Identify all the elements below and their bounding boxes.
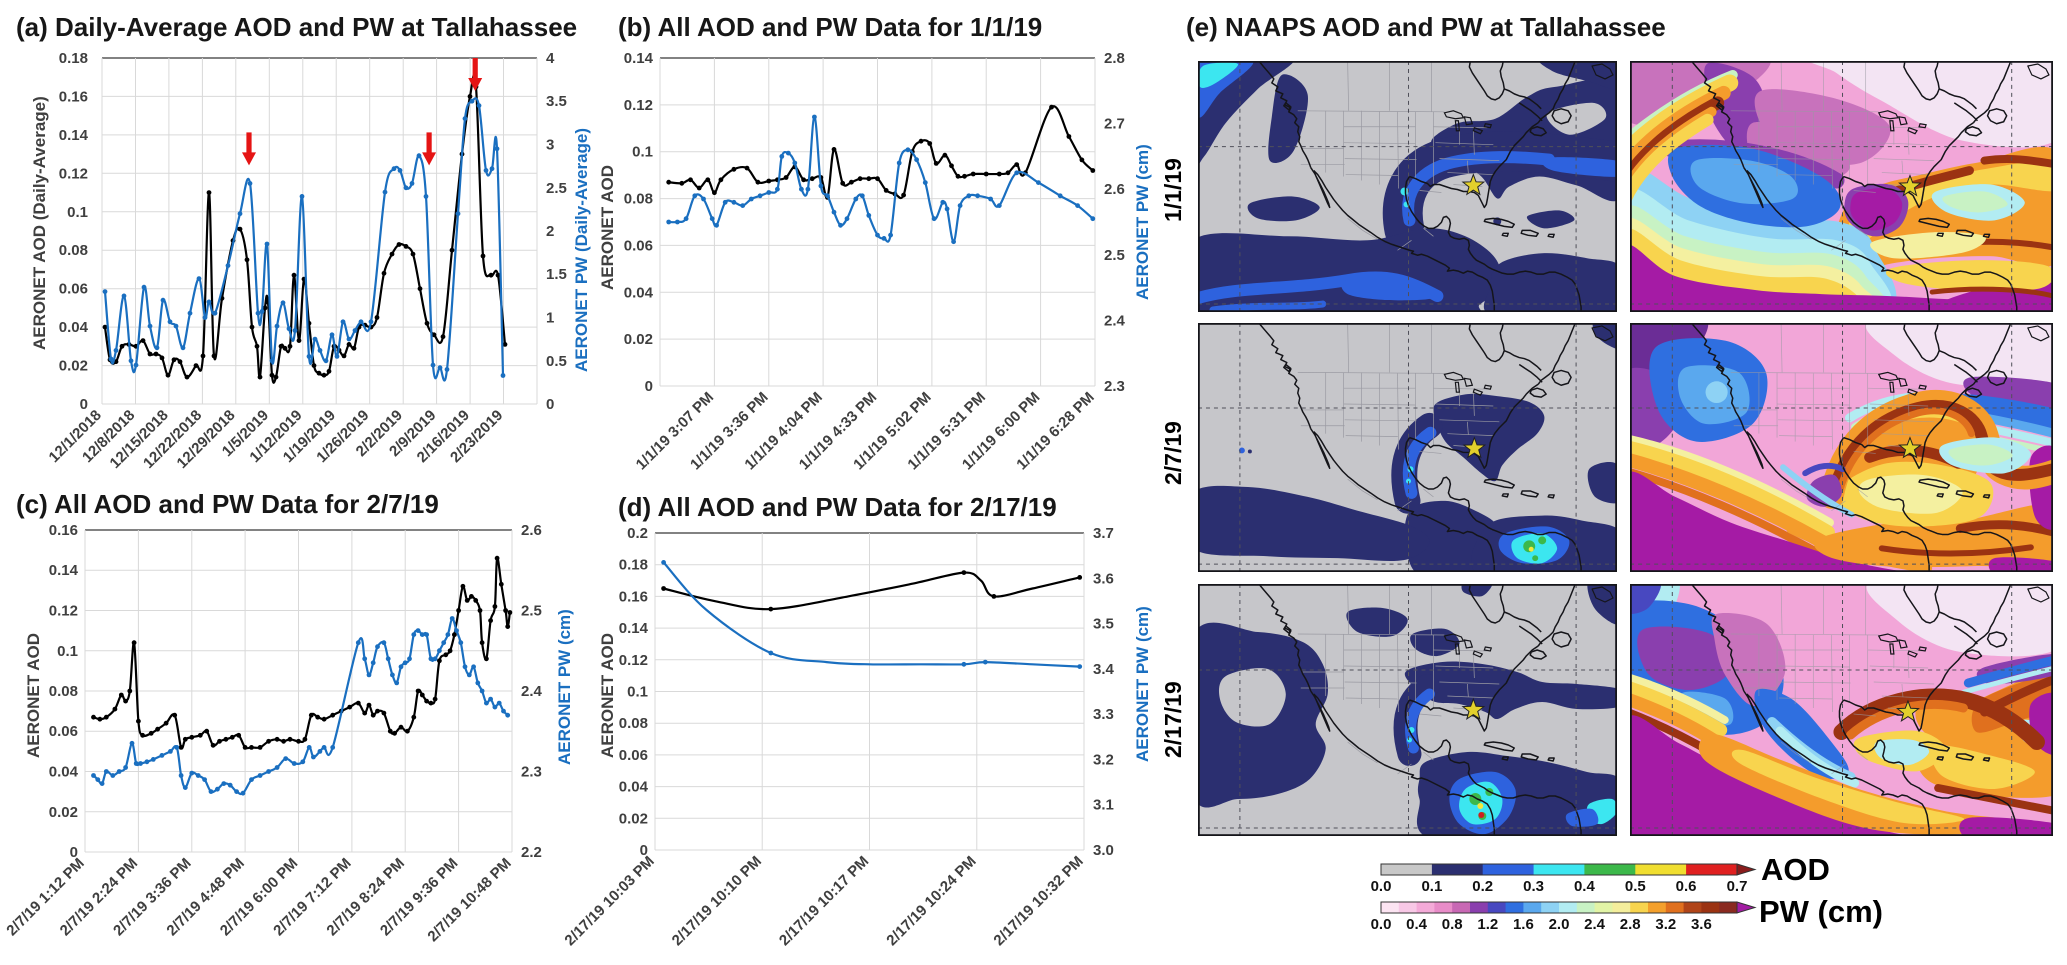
svg-text:0.06: 0.06 — [624, 237, 653, 254]
svg-text:0.18: 0.18 — [619, 557, 648, 574]
svg-text:0.02: 0.02 — [59, 358, 88, 375]
svg-text:0.14: 0.14 — [619, 620, 649, 637]
svg-text:0.08: 0.08 — [624, 191, 653, 208]
svg-text:2.7: 2.7 — [1104, 116, 1125, 133]
svg-text:2/17/19 10:24 PM: 2/17/19 10:24 PM — [883, 853, 979, 949]
svg-text:4: 4 — [546, 50, 555, 67]
svg-text:2.4: 2.4 — [1104, 312, 1126, 329]
svg-text:3.3: 3.3 — [1093, 706, 1114, 723]
svg-text:0.04: 0.04 — [59, 319, 89, 336]
svg-text:0.18: 0.18 — [59, 50, 88, 67]
svg-text:0.06: 0.06 — [49, 723, 78, 740]
svg-text:0: 0 — [640, 842, 648, 859]
svg-text:2.3: 2.3 — [1104, 378, 1125, 395]
svg-text:2.4: 2.4 — [521, 683, 543, 700]
svg-text:0.4: 0.4 — [1406, 916, 1428, 933]
svg-text:0.04: 0.04 — [624, 284, 654, 301]
svg-text:0.02: 0.02 — [619, 810, 648, 827]
svg-text:2: 2 — [546, 223, 554, 240]
svg-text:2.3: 2.3 — [521, 764, 542, 781]
svg-text:0.12: 0.12 — [49, 603, 78, 620]
svg-text:0.0: 0.0 — [1371, 916, 1392, 933]
svg-text:0.1: 0.1 — [632, 144, 653, 161]
svg-text:2.8: 2.8 — [1104, 50, 1125, 67]
svg-text:2.8: 2.8 — [1620, 916, 1641, 933]
svg-text:0.04: 0.04 — [619, 779, 649, 796]
svg-text:2.0: 2.0 — [1549, 916, 1570, 933]
svg-text:3.2: 3.2 — [1655, 916, 1676, 933]
svg-text:2.6: 2.6 — [521, 522, 542, 539]
svg-text:0.7: 0.7 — [1727, 878, 1748, 895]
svg-text:0.14: 0.14 — [59, 127, 89, 144]
svg-text:3: 3 — [546, 137, 554, 154]
svg-text:1.2: 1.2 — [1477, 916, 1498, 933]
svg-text:3.5: 3.5 — [546, 93, 567, 110]
svg-text:0.1: 0.1 — [57, 643, 78, 660]
svg-text:0.06: 0.06 — [619, 747, 648, 764]
svg-text:0.8: 0.8 — [1442, 916, 1463, 933]
svg-text:0.5: 0.5 — [546, 353, 567, 370]
svg-text:1: 1 — [546, 310, 554, 327]
svg-text:0.14: 0.14 — [624, 50, 654, 67]
svg-text:0.12: 0.12 — [624, 97, 653, 114]
svg-text:0.0: 0.0 — [1371, 878, 1392, 895]
svg-text:2.6: 2.6 — [1104, 181, 1125, 198]
svg-text:0.16: 0.16 — [619, 588, 648, 605]
svg-text:0.2: 0.2 — [627, 525, 648, 542]
svg-text:3.6: 3.6 — [1093, 570, 1114, 587]
svg-text:3.1: 3.1 — [1093, 797, 1114, 814]
svg-text:0: 0 — [80, 396, 88, 413]
svg-text:2.5: 2.5 — [1104, 247, 1125, 264]
svg-text:3.7: 3.7 — [1093, 525, 1114, 542]
svg-text:3.0: 3.0 — [1093, 842, 1114, 859]
svg-text:2.2: 2.2 — [521, 844, 542, 861]
svg-text:1.5: 1.5 — [546, 266, 567, 283]
svg-text:0.3: 0.3 — [1523, 878, 1544, 895]
svg-text:0: 0 — [546, 396, 554, 413]
svg-text:1.6: 1.6 — [1513, 916, 1534, 933]
svg-text:0.08: 0.08 — [59, 242, 88, 259]
svg-text:0.1: 0.1 — [627, 684, 648, 701]
svg-text:2/17/19 10:32 PM: 2/17/19 10:32 PM — [990, 853, 1086, 949]
svg-text:0.02: 0.02 — [624, 331, 653, 348]
svg-text:2/17/19 10:10 PM: 2/17/19 10:10 PM — [669, 853, 765, 949]
svg-text:2/17/19 10:17 PM: 2/17/19 10:17 PM — [776, 853, 872, 949]
svg-text:3.5: 3.5 — [1093, 616, 1114, 633]
svg-text:0.5: 0.5 — [1625, 878, 1646, 895]
svg-text:0.04: 0.04 — [49, 764, 79, 781]
svg-text:3.2: 3.2 — [1093, 751, 1114, 768]
svg-text:0.08: 0.08 — [49, 683, 78, 700]
svg-text:3.4: 3.4 — [1093, 661, 1115, 678]
svg-text:0: 0 — [70, 844, 78, 861]
svg-text:0.1: 0.1 — [67, 204, 88, 221]
svg-text:2.5: 2.5 — [546, 180, 567, 197]
svg-text:0.14: 0.14 — [49, 562, 79, 579]
svg-text:0.16: 0.16 — [59, 88, 88, 105]
svg-text:0.08: 0.08 — [619, 715, 648, 732]
svg-text:0.4: 0.4 — [1574, 878, 1596, 895]
svg-text:2.5: 2.5 — [521, 603, 542, 620]
svg-text:0.6: 0.6 — [1676, 878, 1697, 895]
svg-text:0.1: 0.1 — [1421, 878, 1442, 895]
svg-text:0.12: 0.12 — [59, 165, 88, 182]
svg-text:0.02: 0.02 — [49, 804, 78, 821]
svg-text:2.4: 2.4 — [1584, 916, 1606, 933]
svg-text:0.2: 0.2 — [1472, 878, 1493, 895]
svg-text:0.06: 0.06 — [59, 281, 88, 298]
svg-text:0: 0 — [645, 378, 653, 395]
svg-text:0.12: 0.12 — [619, 652, 648, 669]
svg-text:0.16: 0.16 — [49, 522, 78, 539]
svg-text:3.6: 3.6 — [1691, 916, 1712, 933]
